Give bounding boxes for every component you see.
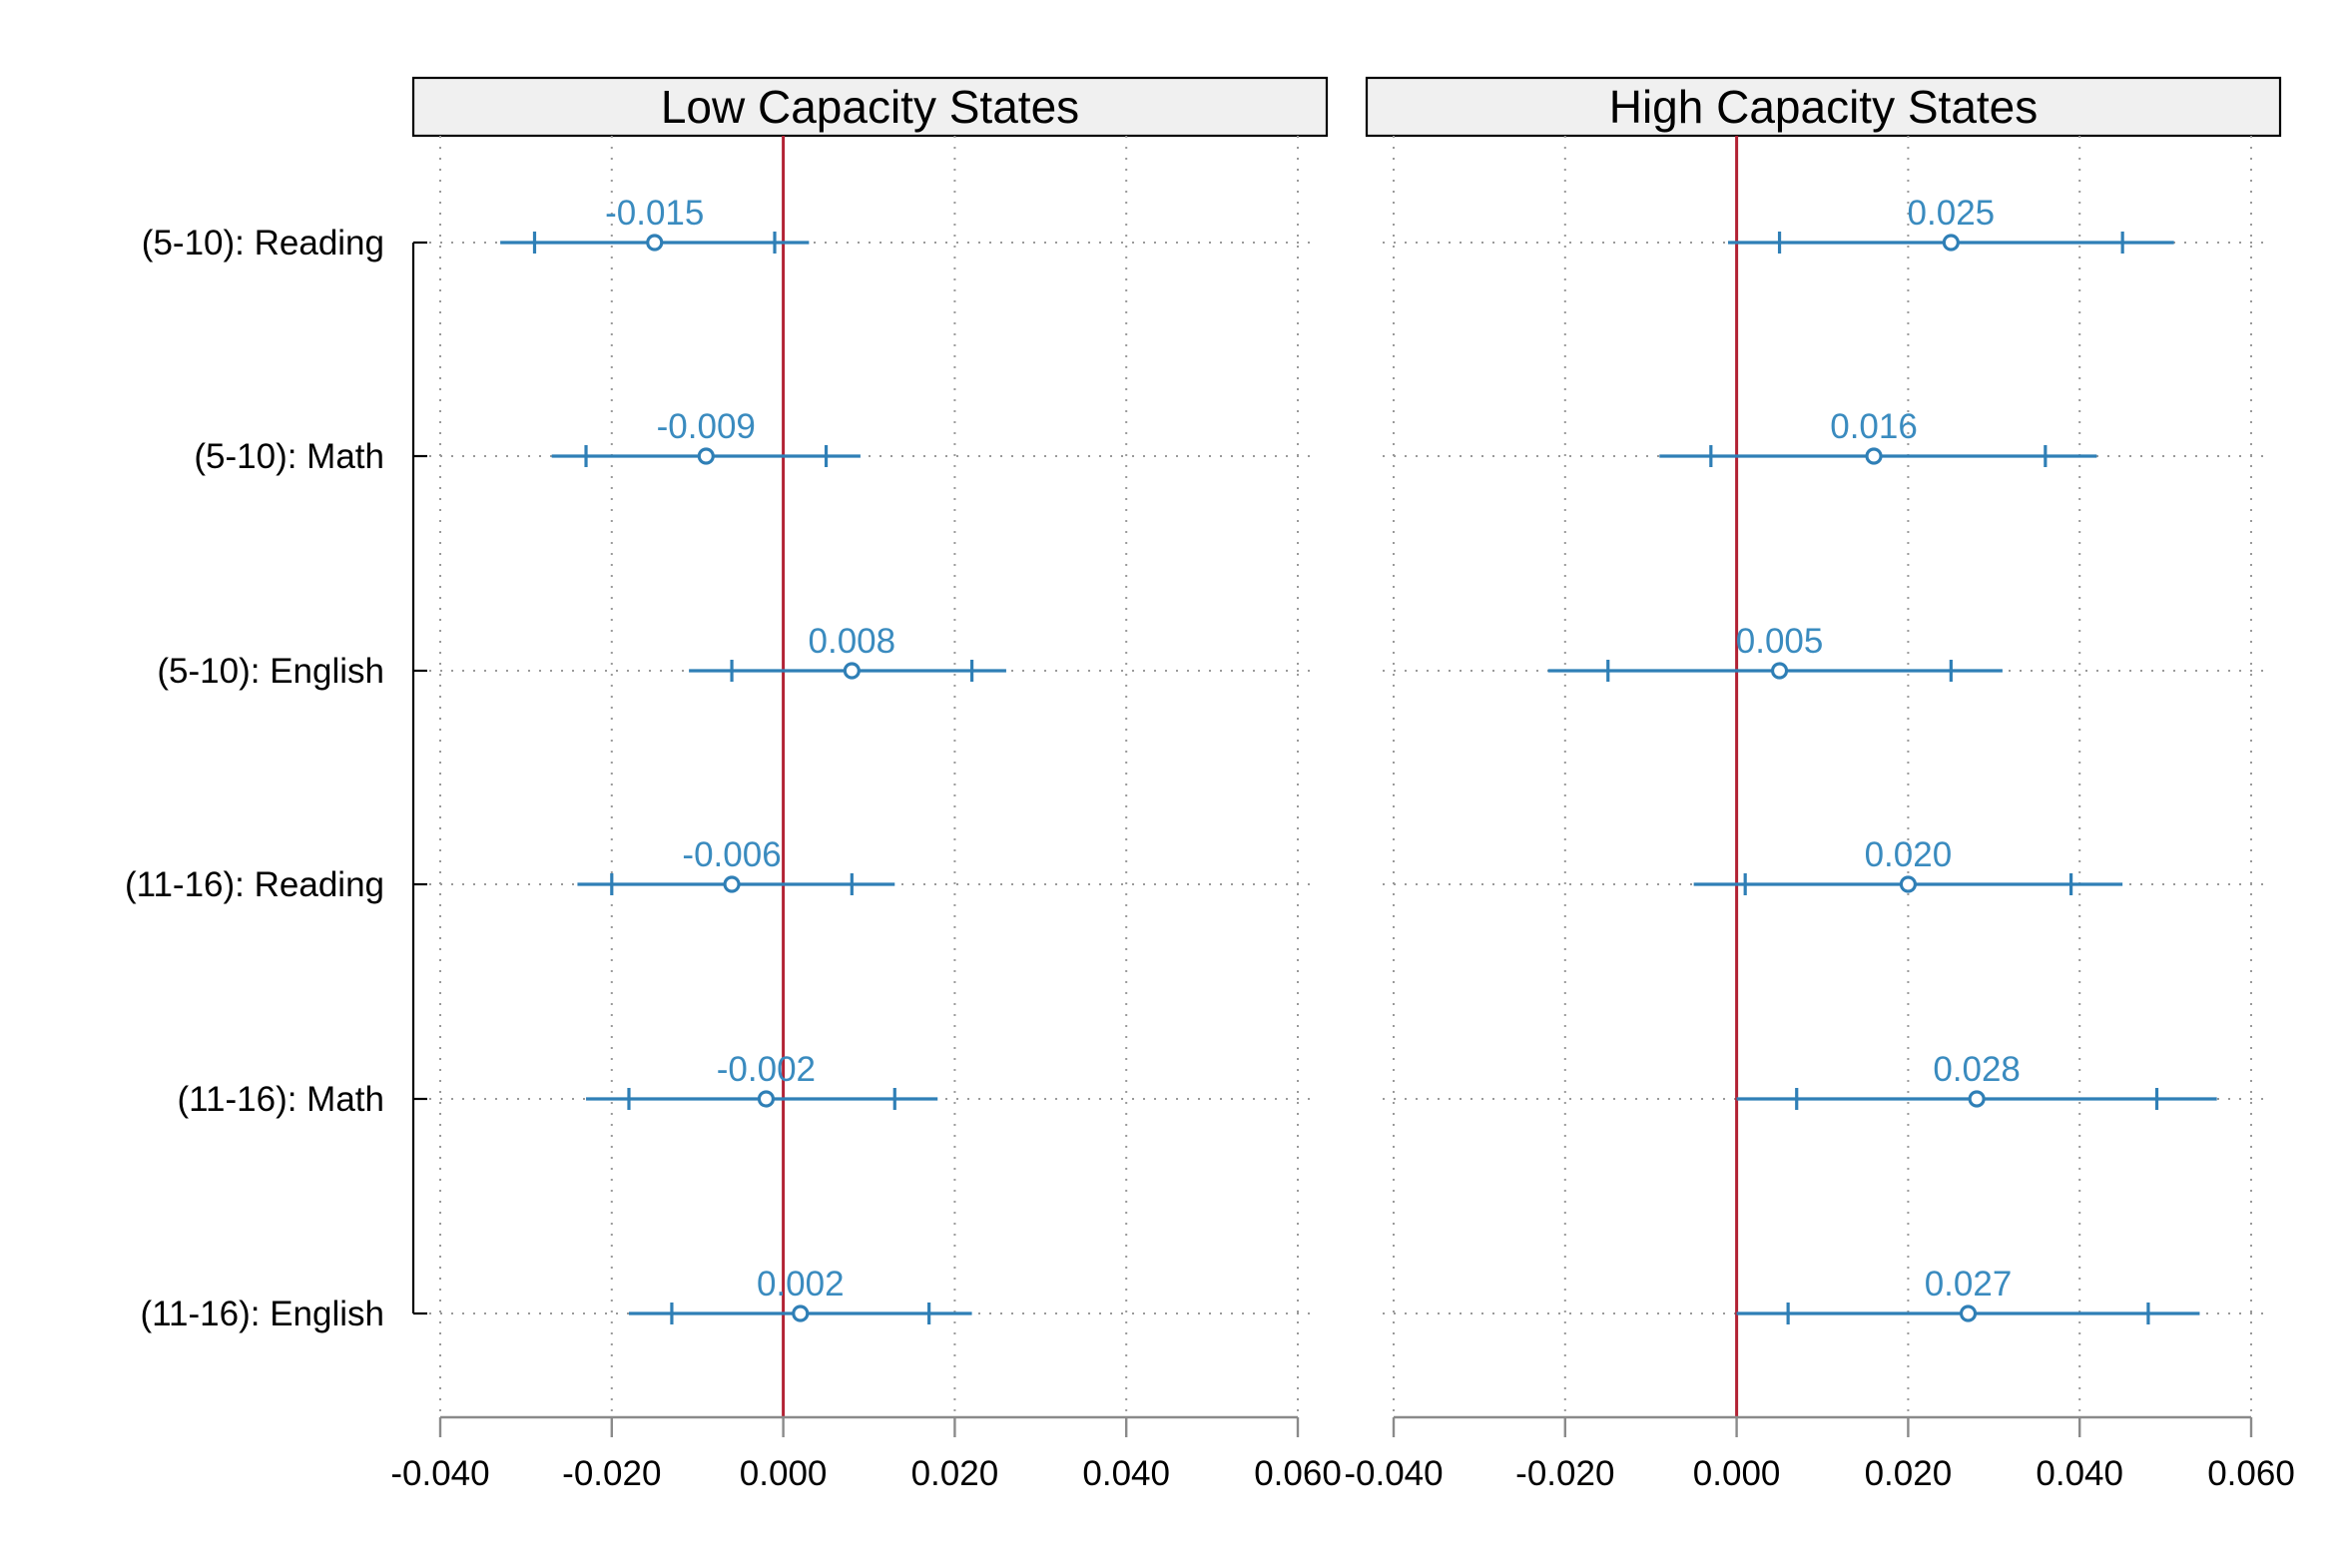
point-estimate-marker: [1968, 1090, 1986, 1108]
point-estimate-label: 0.028: [1933, 1050, 2021, 1089]
point-estimate-label: -0.009: [657, 407, 756, 446]
category-label: (5-10): Reading: [142, 224, 384, 262]
category-label: (11-16): English: [141, 1295, 384, 1333]
x-tick-label: 0.020: [1865, 1454, 1953, 1493]
point-estimate-marker: [1899, 875, 1918, 893]
x-tick-label: -0.020: [1515, 1454, 1614, 1493]
point-estimate-label: 0.016: [1830, 407, 1918, 446]
category-label: (11-16): Math: [178, 1080, 385, 1119]
x-tick-label: 0.060: [2207, 1454, 2295, 1493]
point-estimate-marker: [1770, 662, 1789, 680]
panel-title-box: [1365, 76, 2282, 138]
point-estimate-marker: [1865, 447, 1883, 465]
point-estimate-marker: [843, 662, 861, 680]
x-tick-label: -0.040: [1344, 1454, 1443, 1493]
point-estimate-label: 0.027: [1925, 1265, 2013, 1304]
category-label: (5-10): English: [157, 652, 384, 691]
x-tick-label: 0.040: [2036, 1454, 2123, 1493]
point-estimate-label: 0.020: [1865, 835, 1953, 874]
point-estimate-label: 0.008: [809, 622, 896, 661]
panel-title: Low Capacity States: [661, 81, 1079, 133]
x-tick-label: -0.040: [390, 1454, 489, 1493]
x-tick-label: 0.000: [1693, 1454, 1781, 1493]
x-tick-label: 0.060: [1254, 1454, 1342, 1493]
point-estimate-label: 0.025: [1908, 194, 1996, 233]
point-estimate-marker: [1959, 1305, 1978, 1322]
point-estimate-label: 0.002: [757, 1265, 845, 1304]
x-tick-label: 0.020: [911, 1454, 999, 1493]
point-estimate-marker: [1942, 234, 1960, 252]
panel-title: High Capacity States: [1609, 81, 2039, 133]
point-estimate-label: 0.005: [1736, 622, 1824, 661]
point-estimate-label: -0.002: [717, 1050, 816, 1089]
point-estimate-label: -0.006: [682, 835, 781, 874]
point-estimate-marker: [723, 875, 741, 893]
x-tick-label: 0.040: [1082, 1454, 1170, 1493]
panel-title-box: [411, 76, 1329, 138]
point-estimate-marker: [792, 1305, 810, 1322]
point-estimate-marker: [757, 1090, 776, 1108]
point-estimate-label: -0.015: [605, 194, 704, 233]
point-estimate-marker: [697, 447, 715, 465]
point-estimate-marker: [646, 234, 664, 252]
category-label: (11-16): Reading: [125, 865, 384, 904]
x-tick-label: 0.000: [740, 1454, 828, 1493]
x-tick-label: -0.020: [562, 1454, 661, 1493]
category-label: (5-10): Math: [194, 437, 384, 476]
